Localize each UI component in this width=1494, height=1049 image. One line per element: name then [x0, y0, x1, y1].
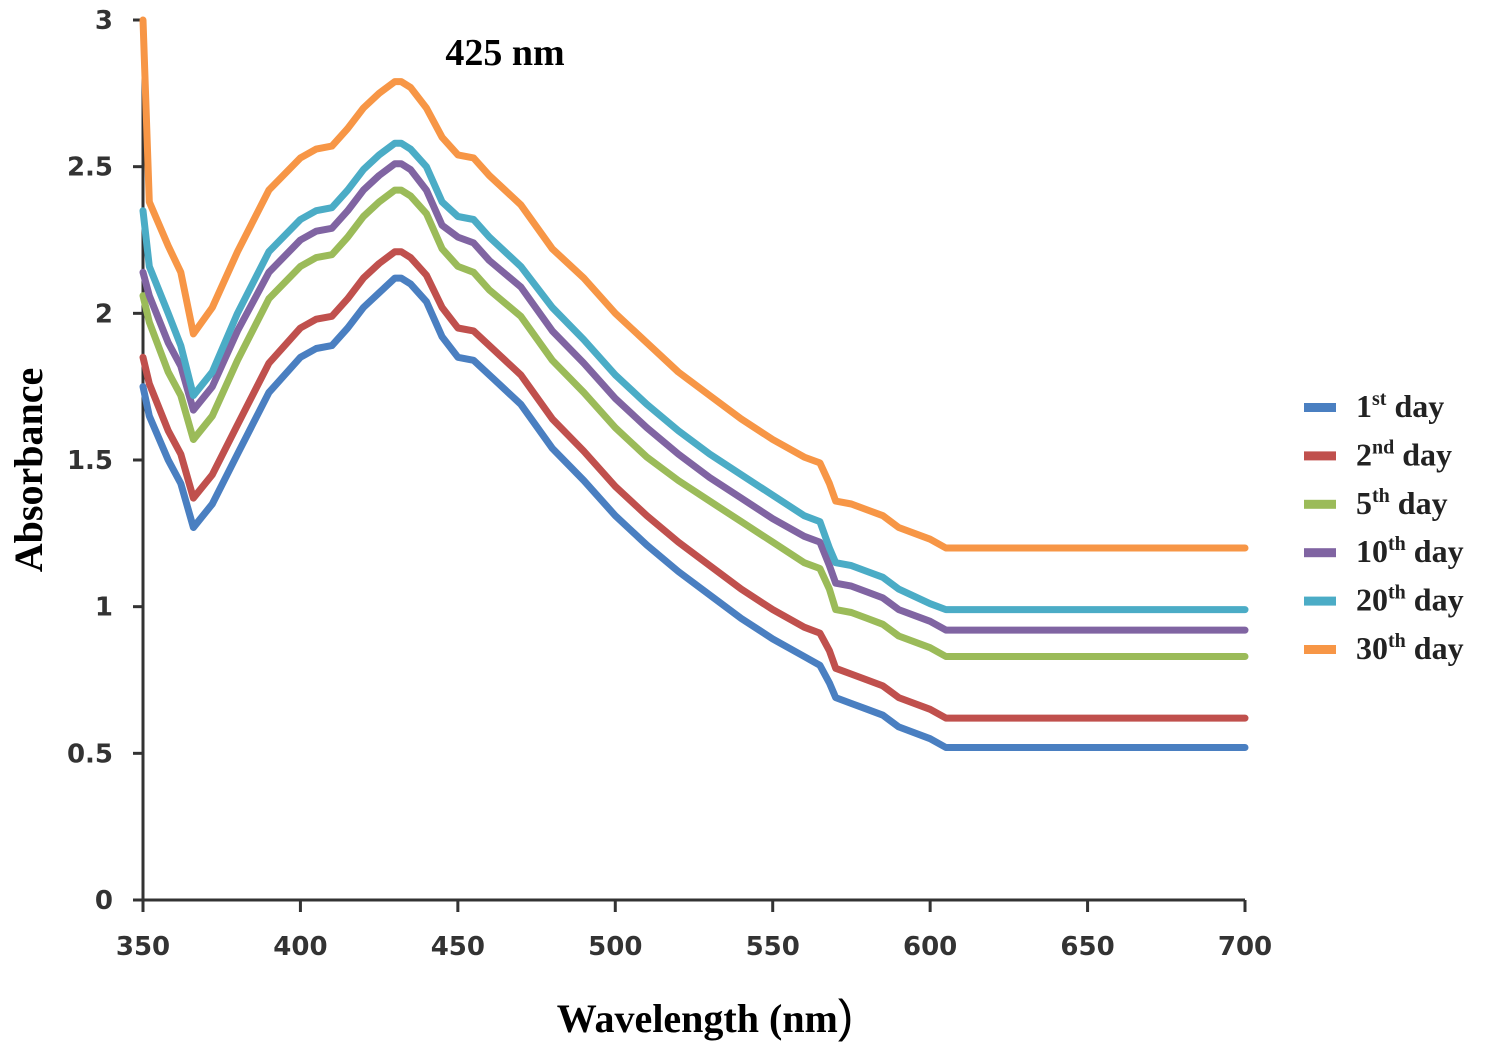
- series-line-2: [139, 248, 1249, 722]
- series-line-30: [139, 16, 1249, 552]
- legend: 1st day 2nd day 5th day 10th day 20th day 30t…: [1304, 388, 1464, 666]
- series-line-5: [139, 186, 1249, 660]
- legend-label-1: 1st day: [1356, 388, 1444, 424]
- legend-swatch-5: [1304, 499, 1336, 509]
- legend-label-30: 30th day: [1356, 630, 1464, 666]
- legend-swatch-10: [1304, 548, 1336, 558]
- x-tick-label: 650: [1060, 932, 1114, 962]
- x-tick-label: 500: [588, 932, 642, 962]
- y-tick-label: 0: [95, 886, 113, 916]
- x-tick-label: 550: [746, 932, 800, 962]
- peak-annotation: 425 nm: [445, 32, 564, 74]
- y-tick-label: 2.5: [67, 153, 113, 183]
- y-tick-label: 1.5: [67, 446, 113, 476]
- legend-label-20: 20th day: [1356, 582, 1464, 618]
- legend-swatch-1: [1304, 403, 1336, 412]
- y-axis-title: Absorbance: [6, 368, 51, 572]
- legend-label-2: 2nd day: [1356, 436, 1452, 472]
- x-tick-label: 350: [116, 932, 170, 962]
- x-tick-label: 700: [1218, 932, 1272, 962]
- x-tick-label: 400: [273, 932, 327, 962]
- legend-swatch-30: [1304, 645, 1336, 654]
- y-tick-label: 3: [95, 6, 113, 36]
- x-axis-title: Wavelength (nm): [557, 990, 853, 1042]
- series-line-10: [139, 160, 1249, 634]
- y-tick-label: 1: [95, 593, 113, 623]
- series-lines: [139, 16, 1249, 751]
- legend-label-10: 10th day: [1356, 533, 1464, 569]
- series-line-20: [139, 139, 1249, 614]
- x-axis-ticks: 350 400 450 500 550 600 650 700: [116, 900, 1272, 962]
- legend-swatch-2: [1304, 451, 1336, 461]
- x-axis-title-paren: ): [838, 990, 853, 1042]
- x-tick-label: 450: [431, 932, 485, 962]
- y-tick-label: 2: [95, 299, 113, 329]
- legend-label-5: 5th day: [1356, 485, 1448, 521]
- y-axis-ticks: 0 0.5 1 1.5 2 2.5 3: [67, 6, 143, 916]
- series-line-1: [139, 274, 1249, 751]
- y-tick-label: 0.5: [67, 739, 113, 769]
- x-tick-label: 600: [903, 932, 957, 962]
- legend-swatch-20: [1304, 596, 1336, 606]
